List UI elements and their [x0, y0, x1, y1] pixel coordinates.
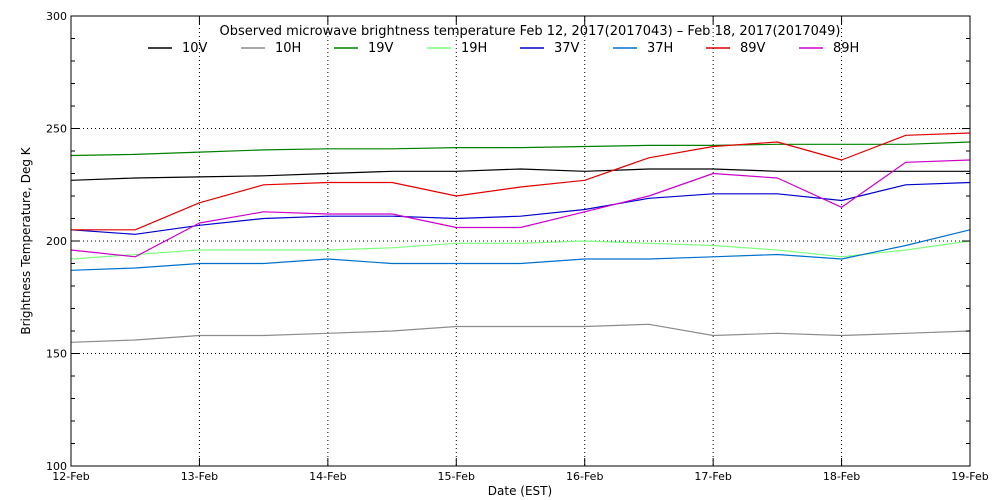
y-axis-label: Brightness Temperature, Deg K: [19, 146, 33, 334]
x-tick-label: 15-Feb: [438, 470, 475, 483]
legend-label-19H: 19H: [461, 41, 487, 56]
series-line-19V: [70, 141, 971, 157]
x-tick-label: 12-Feb: [52, 470, 89, 483]
x-tick-label: 18-Feb: [823, 470, 860, 483]
x-tick-label: 13-Feb: [181, 470, 218, 483]
legend-label-89H: 89H: [833, 41, 859, 56]
x-tick-label: 14-Feb: [309, 470, 346, 483]
legend-label-10H: 10H: [275, 41, 301, 56]
x-axis-label: Date (EST): [488, 484, 552, 498]
legend: 10V 10H 19V 19H 37V 37H 89V 89H: [148, 41, 859, 56]
y-tick-label: 250: [46, 123, 67, 136]
series-line-89H: [70, 159, 971, 258]
grid: [71, 16, 970, 466]
y-tick-label: 100: [46, 460, 67, 473]
x-tick-label: 19-Feb: [951, 470, 988, 483]
legend-label-89V: 89V: [740, 41, 766, 56]
y-axis: 100 150 200 250 300: [46, 10, 970, 473]
x-tick-label: 16-Feb: [566, 470, 603, 483]
chart-title: Observed microwave brightness temperatur…: [219, 24, 840, 39]
legend-label-19V: 19V: [368, 41, 394, 56]
series-line-89V: [71, 132, 971, 231]
series-line-10H: [70, 323, 971, 343]
x-tick-label: 17-Feb: [694, 470, 731, 483]
series-line-10V: [70, 168, 970, 181]
legend-label-37V: 37V: [554, 41, 580, 56]
series-line-37V: [70, 181, 971, 235]
legend-label-37H: 37H: [647, 41, 673, 56]
series-line-19H: [70, 240, 971, 260]
series-lines: [70, 132, 971, 343]
y-tick-label: 300: [46, 10, 67, 23]
y-tick-label: 200: [46, 235, 67, 248]
y-tick-label: 150: [46, 348, 67, 361]
x-axis: 12-Feb 13-Feb 14-Feb 15-Feb 16-Feb 17-Feb 18-F…: [52, 16, 989, 483]
series-line-37H: [70, 229, 971, 271]
legend-label-10V: 10V: [182, 41, 208, 56]
